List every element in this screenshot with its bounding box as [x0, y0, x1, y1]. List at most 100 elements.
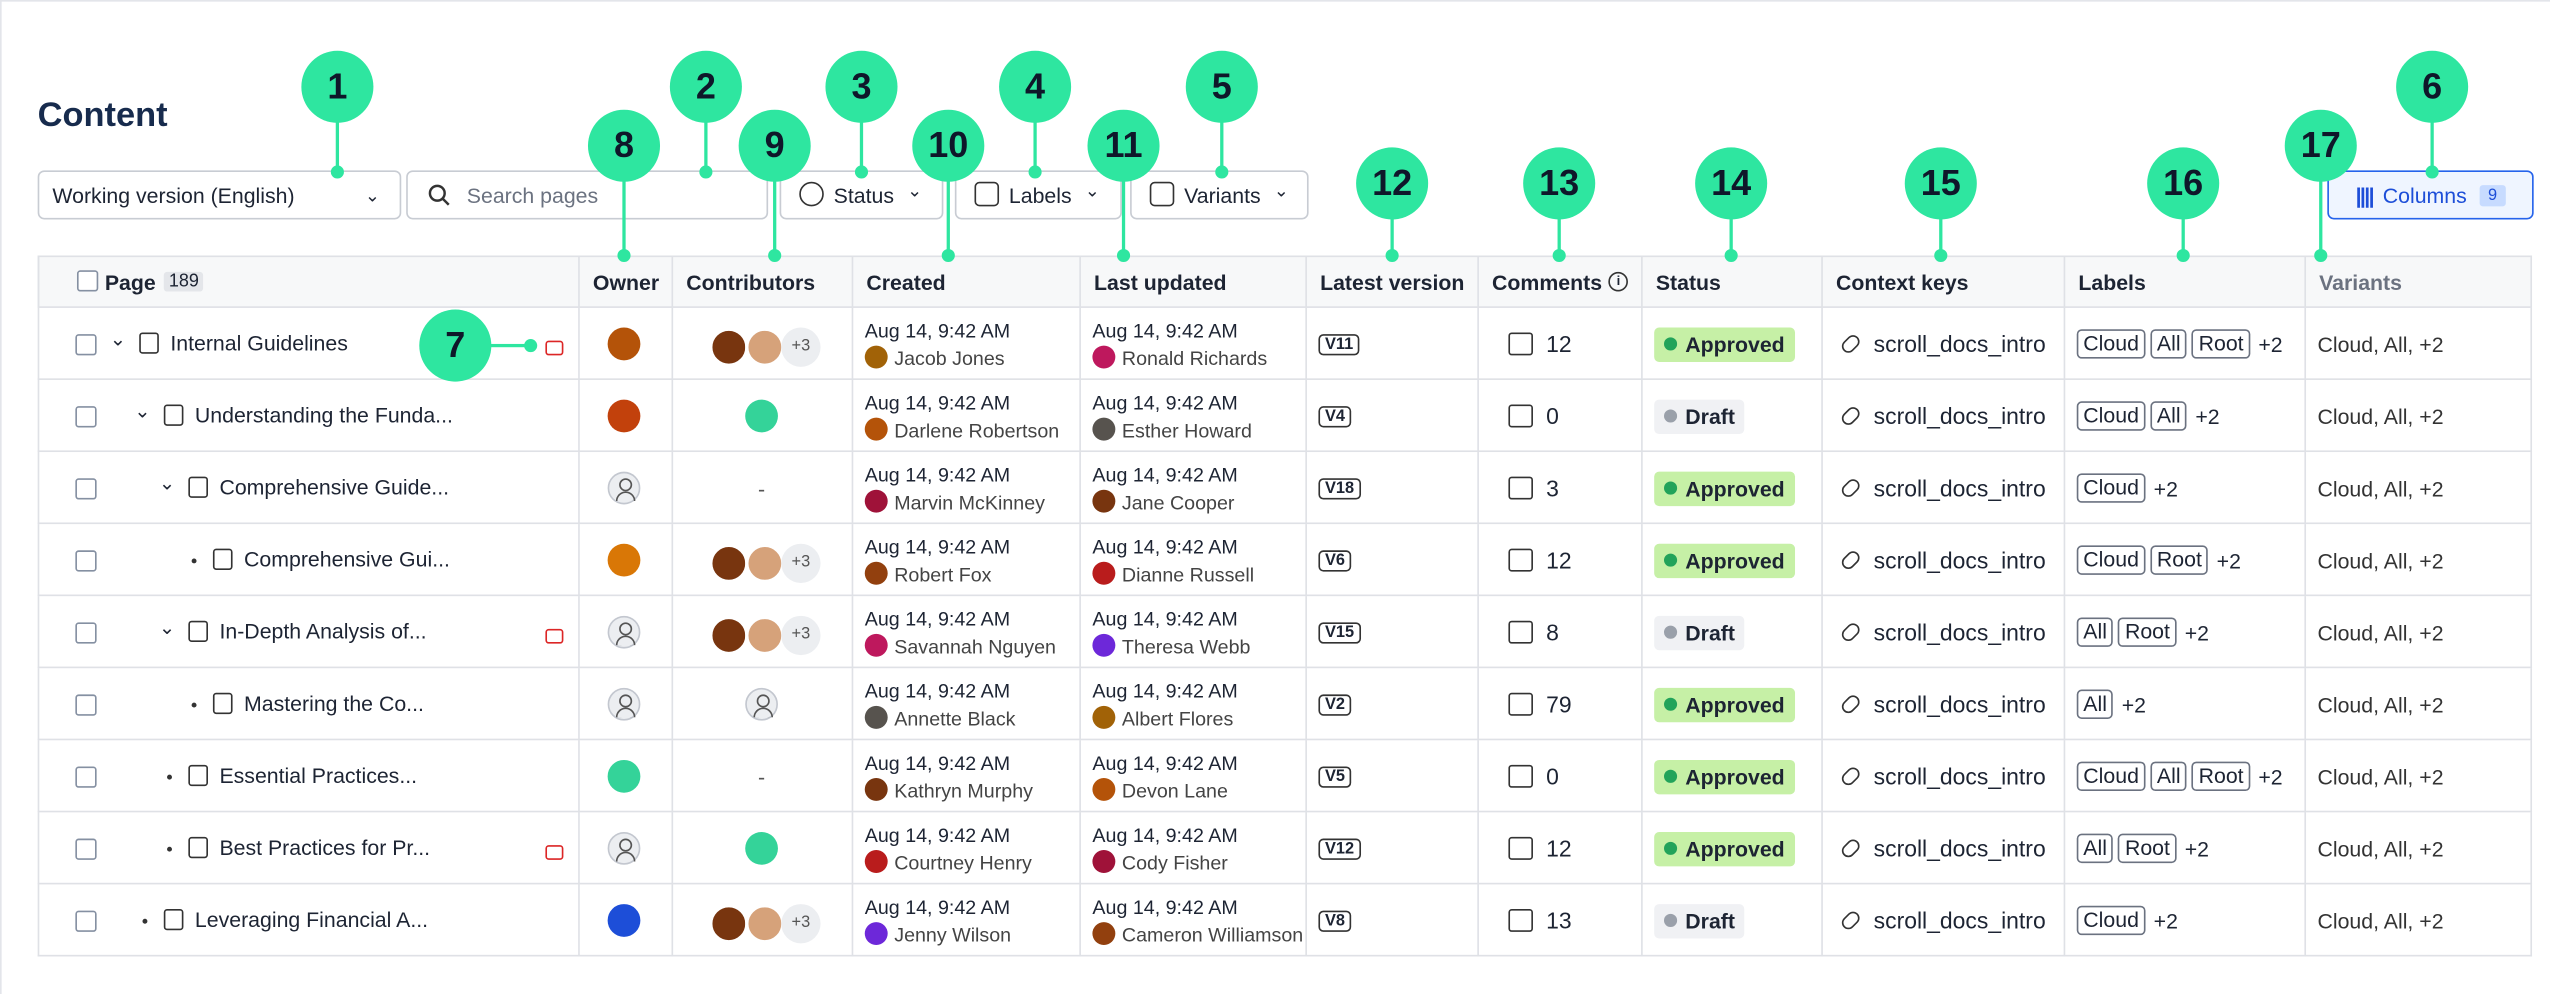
page-title[interactable]: Essential Practices... [219, 763, 418, 788]
context-key[interactable]: scroll_docs_intro [1873, 763, 2046, 790]
checkbox[interactable] [75, 766, 97, 788]
table-cell: Cloud +2 [2064, 884, 2305, 956]
column-divider [1477, 524, 1479, 597]
page-title[interactable]: Comprehensive Guide... [219, 474, 450, 500]
table-cell: 3 [1477, 452, 1641, 524]
page-icon [188, 620, 209, 643]
table-cell: Aug 14, 9:42 AM Jenny Wilson [852, 884, 1080, 956]
checkbox[interactable] [75, 478, 97, 500]
callout: 16 [2147, 147, 2220, 220]
table-cell: scroll_docs_intro [1821, 452, 2063, 524]
column-divider [1079, 596, 1081, 669]
column-divider [2063, 596, 2066, 669]
table-cell [671, 812, 851, 884]
search-input[interactable]: Search pages [406, 170, 769, 220]
page-title[interactable]: Internal Guidelines [170, 330, 348, 356]
table-cell: 12 [1477, 308, 1641, 380]
page-title[interactable]: Best Practices for Pr... [219, 835, 431, 860]
status-text: Draft [1685, 403, 1735, 429]
table-cell: Cloud, All, +2 [2304, 452, 2532, 524]
page-title[interactable]: Leveraging Financial A... [194, 907, 429, 932]
checkbox[interactable] [75, 622, 97, 644]
page-title[interactable]: Mastering the Co... [244, 691, 424, 716]
context-key[interactable]: scroll_docs_intro [1873, 402, 2046, 430]
expand-toggle[interactable]: ⌄ [109, 327, 127, 351]
labels-more: +2 [2258, 331, 2283, 357]
avatar [745, 399, 778, 433]
table-cell: Approved [1641, 668, 1821, 740]
labels-more: +2 [2121, 691, 2146, 717]
status-text: Approved [1685, 547, 1785, 573]
checkbox[interactable] [75, 910, 97, 932]
column-header: Contributors [671, 255, 851, 308]
labels-more: +2 [2184, 619, 2209, 645]
page-title[interactable]: Understanding the Funda... [194, 402, 453, 428]
checkbox[interactable] [76, 270, 99, 292]
checkbox[interactable] [75, 406, 97, 428]
callout: 12 [1356, 147, 1429, 220]
status-text: Approved [1685, 691, 1785, 717]
status-dot [1664, 625, 1678, 639]
table-cell: Approved [1641, 812, 1821, 884]
status-badge: Draft [1654, 614, 1745, 650]
column-divider [851, 740, 854, 813]
avatar [864, 561, 888, 585]
context-key[interactable]: scroll_docs_intro [1873, 691, 2046, 718]
callout: 17 [2284, 109, 2357, 182]
checkbox[interactable] [75, 838, 97, 860]
comment-icon [1508, 692, 1533, 716]
context-key[interactable]: scroll_docs_intro [1873, 907, 2046, 934]
avatar [864, 705, 888, 729]
table-cell: Cloud, All, +2 [2304, 812, 2532, 884]
column-divider [2304, 740, 2307, 813]
status-badge: Draft [1654, 398, 1745, 434]
columns-button[interactable]: |||| Columns 9 [2327, 170, 2534, 220]
labels-more: +2 [2216, 547, 2241, 573]
checkbox[interactable] [75, 694, 97, 716]
filter-button[interactable]: Labels ⌄ [954, 170, 1122, 220]
link-icon [1839, 764, 1863, 788]
date: Aug 14, 9:42 AM [864, 895, 1011, 919]
page-title[interactable]: Comprehensive Gui... [244, 547, 450, 572]
column-divider [2304, 307, 2307, 380]
column-header: Context keys [1821, 255, 2063, 308]
user-name: Marvin McKinney [894, 491, 1045, 515]
expand-toggle[interactable]: ⌄ [158, 471, 176, 495]
table-cell: +3 [671, 308, 851, 380]
context-key[interactable]: scroll_docs_intro [1873, 835, 2046, 862]
callout: 15 [1904, 147, 1977, 220]
page-title[interactable]: In-Depth Analysis of... [219, 619, 427, 644]
column-divider [1477, 307, 1479, 380]
comment-icon [1508, 620, 1533, 644]
column-divider [1477, 668, 1479, 741]
context-key[interactable]: scroll_docs_intro [1873, 547, 2046, 574]
version-badge: V5 [1318, 765, 1352, 787]
filter-label: Labels [1008, 182, 1072, 208]
expand-toggle[interactable]: ⌄ [158, 615, 176, 639]
table-cell: V6 [1305, 524, 1477, 596]
column-divider [1821, 812, 1823, 885]
callout-line [335, 86, 340, 172]
context-key[interactable]: scroll_docs_intro [1873, 330, 2046, 358]
column-divider [851, 596, 854, 669]
column-divider [1079, 524, 1081, 597]
table-cell: All +2 [2064, 668, 2305, 740]
callout: 13 [1523, 147, 1596, 220]
label-tag: Cloud [2076, 761, 2146, 792]
version-select[interactable]: Working version (English) ⌄ [37, 170, 402, 220]
context-key[interactable]: scroll_docs_intro [1873, 619, 2046, 646]
context-key[interactable]: scroll_docs_intro [1873, 474, 2046, 502]
expand-toggle[interactable]: ⌄ [134, 399, 151, 423]
label-tag: Cloud [2076, 545, 2146, 575]
checkbox[interactable] [75, 334, 97, 356]
version-badge: V8 [1318, 909, 1352, 932]
checkbox[interactable] [75, 550, 97, 572]
column-title: Status [1655, 269, 1721, 294]
table-cell: 79 [1477, 668, 1641, 740]
link-icon [1839, 332, 1863, 356]
callout-line [2430, 86, 2434, 172]
table-cell [578, 524, 671, 596]
table-row [37, 596, 2533, 669]
column-title: Created [866, 269, 946, 294]
column-divider [671, 812, 674, 885]
